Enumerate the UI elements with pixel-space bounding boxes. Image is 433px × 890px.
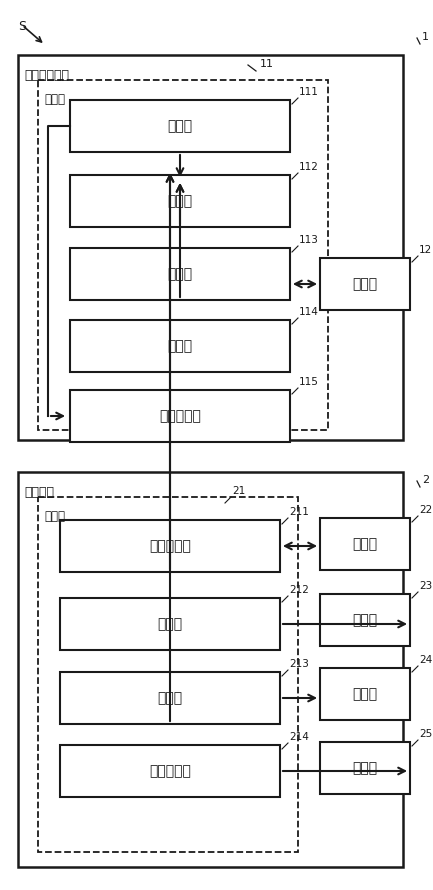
Text: 214: 214 [289, 732, 309, 742]
Text: 114: 114 [299, 307, 319, 317]
Text: 212: 212 [289, 585, 309, 595]
Text: 記憑部: 記憑部 [352, 537, 378, 551]
Text: 23: 23 [419, 581, 432, 591]
Text: 受信部: 受信部 [158, 691, 183, 705]
Text: 操作部: 操作部 [352, 761, 378, 775]
Text: 11: 11 [260, 59, 274, 69]
Text: 情報端末: 情報端末 [24, 486, 54, 499]
Bar [70, 100, 290, 152]
Text: 213: 213 [289, 659, 309, 669]
Text: 表示部: 表示部 [352, 687, 378, 701]
Bar [18, 55, 403, 440]
Bar [60, 672, 280, 724]
Bar [320, 518, 410, 570]
Text: 算出部: 算出部 [168, 267, 193, 281]
Text: 表示制御部: 表示制御部 [149, 764, 191, 778]
Text: 112: 112 [299, 162, 319, 172]
Bar [70, 248, 290, 300]
Text: 注文受付部: 注文受付部 [159, 409, 201, 423]
Bar [18, 472, 403, 867]
Text: 特定部: 特定部 [168, 194, 193, 208]
Bar [70, 390, 290, 442]
Text: 2: 2 [422, 475, 429, 485]
Text: 記憑部: 記憑部 [352, 277, 378, 291]
Text: 撮像部: 撮像部 [352, 613, 378, 627]
Bar [38, 80, 328, 430]
Text: 24: 24 [419, 655, 432, 665]
Text: 21: 21 [232, 486, 245, 496]
Bar [320, 258, 410, 310]
Bar [320, 742, 410, 794]
Bar [60, 598, 280, 650]
Text: 22: 22 [419, 505, 432, 515]
Text: 115: 115 [299, 377, 319, 387]
Bar [60, 745, 280, 797]
Bar [60, 520, 280, 572]
Bar [70, 175, 290, 227]
Text: 撮像制御部: 撮像制御部 [149, 539, 191, 553]
Text: 制御部: 制御部 [44, 510, 65, 523]
Text: 12: 12 [419, 245, 432, 255]
Text: 制御部: 制御部 [44, 93, 65, 106]
Text: S: S [18, 20, 26, 33]
Bar [320, 594, 410, 646]
Text: 113: 113 [299, 235, 319, 245]
Text: 111: 111 [299, 87, 319, 97]
Text: 1: 1 [422, 32, 429, 42]
Bar [320, 668, 410, 720]
Bar [38, 497, 298, 852]
Text: 211: 211 [289, 507, 309, 517]
Text: 料金出力装置: 料金出力装置 [24, 69, 69, 82]
Text: 25: 25 [419, 729, 432, 739]
Bar [70, 320, 290, 372]
Text: 取得部: 取得部 [168, 119, 193, 133]
Text: 出力部: 出力部 [168, 339, 193, 353]
Text: 送信部: 送信部 [158, 617, 183, 631]
